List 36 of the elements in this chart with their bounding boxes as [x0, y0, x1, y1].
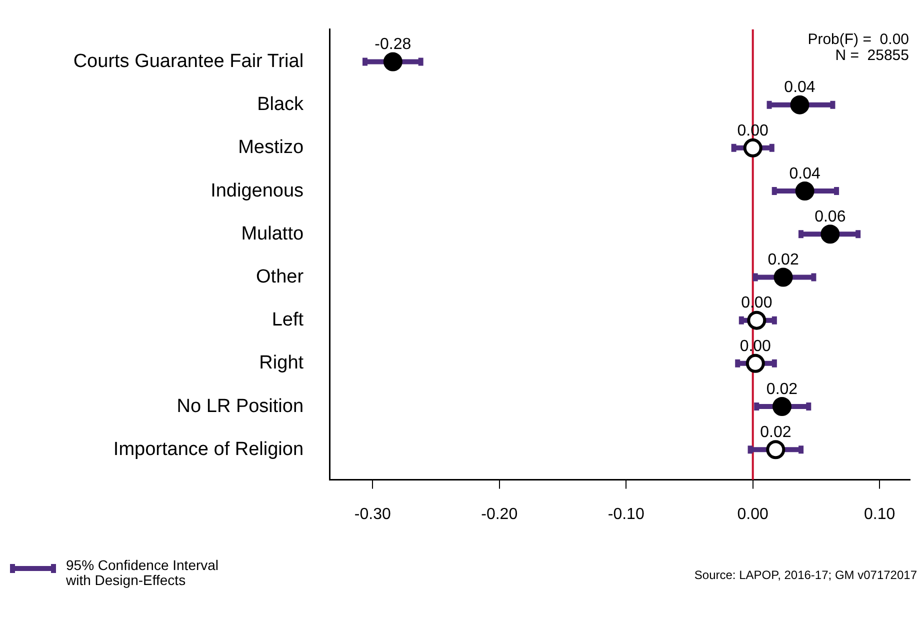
y-tick-label: No LR Position [176, 396, 304, 417]
y-tick-label: Other [256, 266, 304, 288]
y-tick-label: Mulatto [241, 223, 304, 244]
point [772, 397, 792, 416]
point [790, 95, 810, 114]
point [747, 310, 766, 330]
data-label: 0.04 [784, 79, 816, 96]
source-note: Source: LAPOP, 2016-17; GM v07172017 [694, 568, 917, 582]
x-tick-label: -0.20 [481, 506, 518, 523]
y-tick-label: Courts Guarantee Fair Trial [73, 50, 304, 72]
point [766, 440, 786, 460]
x-tick-label: 0.10 [864, 506, 896, 523]
data-label: 0.02 [768, 252, 799, 269]
data-label: 0.06 [814, 208, 846, 226]
annotation: Prob(F) = 0.00 [808, 31, 909, 48]
data-label: 0.04 [789, 165, 820, 182]
data-label: -0.28 [374, 36, 412, 54]
x-tick-label: 0.00 [737, 506, 769, 523]
text: 95% Confidence Interval with Design-Effects [66, 557, 220, 588]
y-tick-label: Right [259, 352, 304, 374]
point [743, 138, 762, 158]
x-tick-label: -0.30 [354, 506, 391, 523]
point [746, 354, 765, 373]
x-tick-label: -0.10 [608, 506, 644, 523]
y-tick-label: Importance of Religion [113, 438, 304, 460]
y-tick-label: Mestizo [238, 137, 304, 158]
point [383, 52, 402, 72]
point [774, 268, 793, 287]
data-label: 0.02 [766, 380, 798, 398]
point [820, 224, 840, 244]
y-tick-label: Left [272, 310, 304, 331]
data-label: 0.02 [760, 424, 792, 442]
y-tick-label: Black [257, 94, 304, 116]
y-tick-label: Indigenous [210, 180, 304, 202]
point [795, 182, 814, 201]
annotation: N = 25855 [835, 47, 909, 64]
